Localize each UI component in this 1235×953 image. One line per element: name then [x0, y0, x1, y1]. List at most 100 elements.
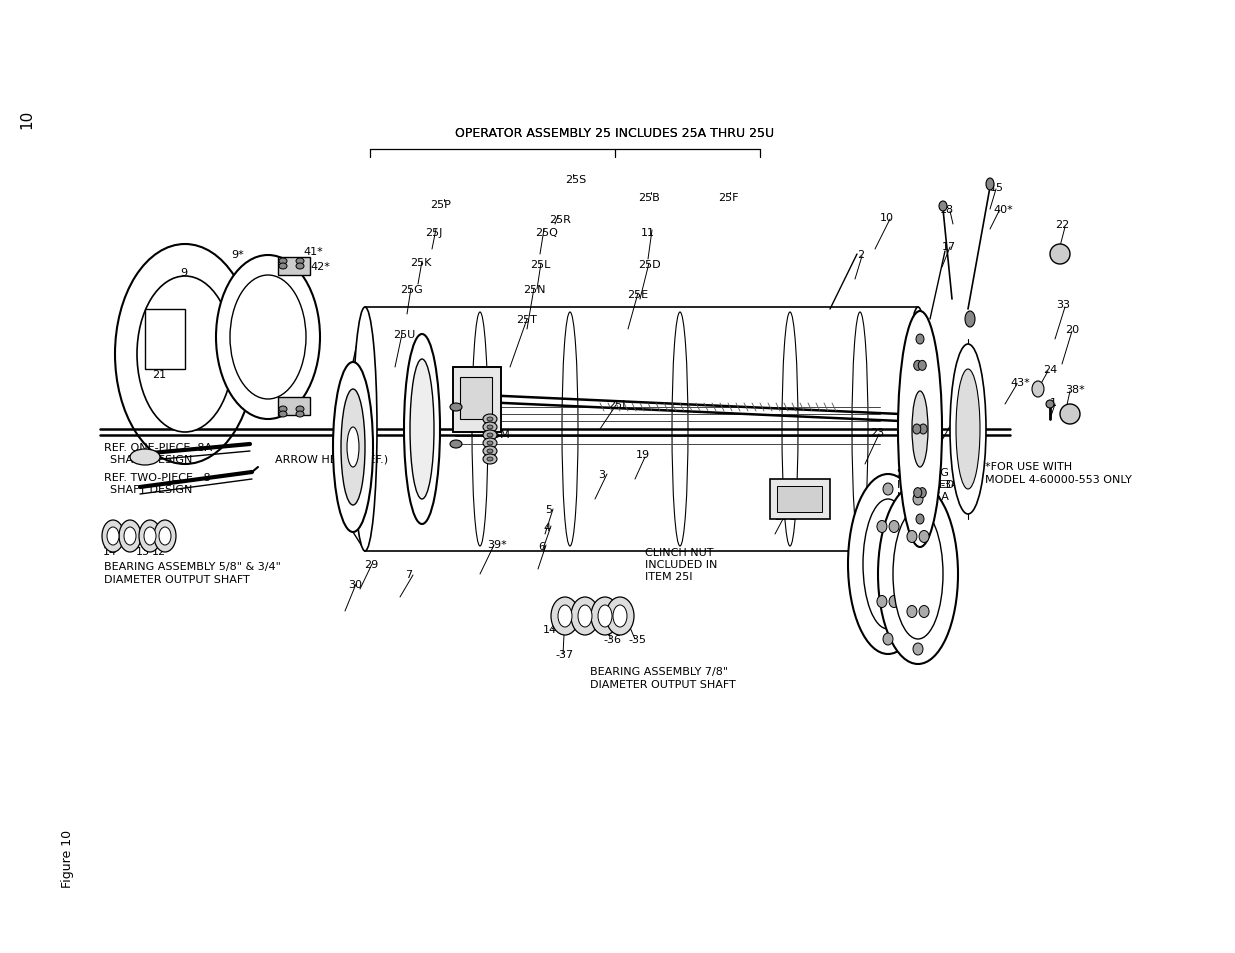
Ellipse shape: [1046, 400, 1053, 409]
Ellipse shape: [140, 520, 161, 553]
Ellipse shape: [296, 407, 304, 413]
Ellipse shape: [115, 245, 254, 464]
Ellipse shape: [877, 596, 887, 608]
Ellipse shape: [483, 422, 496, 433]
Ellipse shape: [898, 312, 942, 547]
Ellipse shape: [916, 515, 924, 524]
Text: INCLUDED IN: INCLUDED IN: [645, 559, 718, 569]
Text: 42*: 42*: [310, 262, 330, 272]
Text: ARROW HEAD (REF.): ARROW HEAD (REF.): [275, 455, 388, 464]
Text: SHADING COIL: SHADING COIL: [897, 468, 978, 477]
Text: 2: 2: [857, 250, 864, 260]
Ellipse shape: [848, 475, 927, 655]
Text: 25I: 25I: [608, 399, 625, 410]
Text: REF. ONE-PIECE  8A: REF. ONE-PIECE 8A: [104, 442, 212, 453]
Text: 17: 17: [942, 242, 956, 252]
Text: 23: 23: [869, 428, 884, 437]
Ellipse shape: [487, 441, 493, 446]
Text: 25N: 25N: [522, 285, 546, 294]
Ellipse shape: [296, 264, 304, 270]
Ellipse shape: [279, 412, 287, 417]
Ellipse shape: [919, 488, 926, 498]
Text: 9: 9: [180, 268, 188, 277]
Ellipse shape: [487, 450, 493, 454]
Text: 25R: 25R: [550, 214, 571, 225]
Ellipse shape: [341, 390, 366, 505]
Text: *FOR USE WITH: *FOR USE WITH: [986, 461, 1072, 472]
Text: 25T: 25T: [516, 314, 537, 325]
Ellipse shape: [487, 457, 493, 461]
Ellipse shape: [906, 308, 930, 552]
Bar: [459, 377, 492, 419]
Ellipse shape: [606, 598, 634, 636]
Text: 19: 19: [636, 450, 650, 459]
Ellipse shape: [483, 438, 496, 449]
Ellipse shape: [279, 258, 287, 265]
Text: 25C: 25C: [774, 512, 795, 521]
Ellipse shape: [124, 527, 136, 545]
Ellipse shape: [919, 424, 927, 435]
Ellipse shape: [130, 450, 161, 465]
Ellipse shape: [889, 521, 899, 533]
Bar: [278, 397, 310, 416]
Ellipse shape: [913, 494, 923, 505]
Ellipse shape: [107, 527, 119, 545]
Text: 25P: 25P: [430, 200, 451, 210]
Text: 10: 10: [881, 213, 894, 223]
Ellipse shape: [483, 447, 496, 456]
Text: 25U: 25U: [393, 330, 415, 339]
Text: REF. TWO-PIECE   8: REF. TWO-PIECE 8: [104, 473, 211, 482]
Ellipse shape: [483, 415, 496, 424]
Text: 9*: 9*: [231, 250, 243, 260]
Text: 14: 14: [103, 546, 117, 557]
Ellipse shape: [144, 527, 156, 545]
Text: MODEL 4-60000-553 ONLY: MODEL 4-60000-553 ONLY: [986, 475, 1131, 484]
Text: 25G: 25G: [400, 285, 422, 294]
Ellipse shape: [578, 605, 592, 627]
Ellipse shape: [487, 417, 493, 421]
Text: 20: 20: [1065, 325, 1079, 335]
Ellipse shape: [230, 275, 306, 399]
Text: 41*: 41*: [303, 247, 322, 256]
Ellipse shape: [916, 335, 924, 345]
Text: -36: -36: [603, 635, 621, 644]
Ellipse shape: [483, 455, 496, 464]
Text: Figure 10: Figure 10: [62, 829, 74, 887]
Ellipse shape: [913, 643, 923, 656]
Text: 25F: 25F: [718, 193, 739, 203]
Text: 33: 33: [1056, 299, 1070, 310]
Text: 11: 11: [641, 228, 655, 237]
Text: 40*: 40*: [993, 205, 1013, 214]
Ellipse shape: [878, 484, 958, 664]
Ellipse shape: [919, 361, 926, 371]
Ellipse shape: [883, 634, 893, 645]
Text: -28,32: -28,32: [950, 410, 986, 419]
Ellipse shape: [965, 312, 974, 328]
Ellipse shape: [279, 264, 287, 270]
Ellipse shape: [986, 179, 994, 191]
Text: 1: 1: [1050, 397, 1057, 408]
Text: 25M: 25M: [487, 430, 510, 439]
Ellipse shape: [404, 335, 440, 524]
Ellipse shape: [103, 520, 124, 553]
Text: DIAMETER OUTPUT SHAFT: DIAMETER OUTPUT SHAFT: [590, 679, 736, 689]
Text: 15: 15: [990, 183, 1004, 193]
Text: ITEM 25A: ITEM 25A: [897, 492, 948, 501]
Bar: [777, 486, 823, 513]
Ellipse shape: [279, 407, 287, 413]
Ellipse shape: [889, 596, 899, 608]
Ellipse shape: [483, 431, 496, 440]
Text: SHAFT DESIGN: SHAFT DESIGN: [110, 484, 193, 495]
Ellipse shape: [450, 440, 462, 449]
Text: 13: 13: [136, 546, 149, 557]
Text: 6: 6: [538, 541, 545, 552]
Text: 43*: 43*: [1010, 377, 1030, 388]
Ellipse shape: [154, 520, 177, 553]
Ellipse shape: [863, 499, 913, 629]
Text: 38*: 38*: [1065, 385, 1084, 395]
Bar: [453, 368, 501, 433]
Text: 25A: 25A: [800, 490, 821, 499]
Ellipse shape: [956, 370, 981, 490]
Text: 25B: 25B: [638, 193, 659, 203]
Bar: [453, 368, 501, 433]
